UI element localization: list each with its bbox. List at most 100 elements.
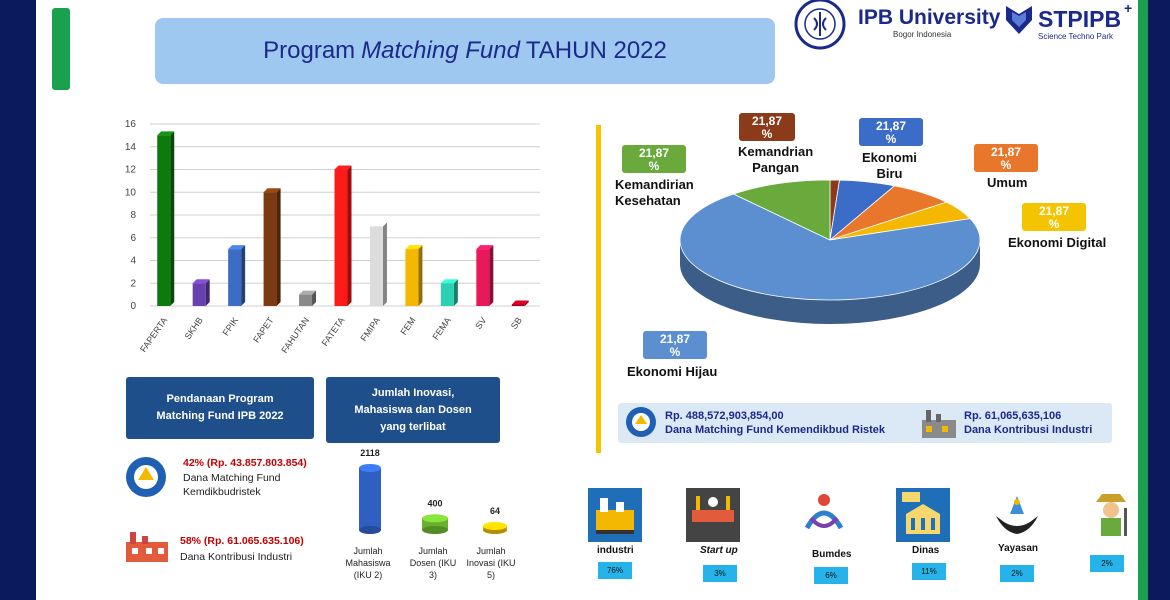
government-building-icon [896,488,950,542]
pendanaan-line2-label: Dana Kontribusi Industri [180,551,293,563]
y-tick-label: 10 [125,187,137,198]
charity-hands-icon [990,488,1044,542]
x-tick-label: SB [509,315,524,331]
pendanaan-heading: Pendanaan Program Matching Fund IPB 2022 [126,377,314,439]
x-tick-label: FAPERTA [138,315,169,354]
cylinder-value-label: 2118 [360,448,380,458]
bar [228,245,246,306]
y-tick-label: 0 [130,301,136,312]
industri-amount: Rp. 61,065,635,106 [964,410,1062,422]
title-part2: TAHUN 2022 [525,37,667,64]
bar [476,245,494,306]
pie-label-biru: Ekonomi Biru [862,150,917,181]
pie-label-pangan: Kemandrian Pangan [738,144,814,175]
industri-label: Dana Kontribusi Industri [964,424,1093,436]
bar [405,245,423,306]
bar [334,165,352,306]
inovasi-label-mahasiswa: Jumlah Mahasiswa (IKU 2) [345,546,391,580]
inovasi-label-inovasi: Jumlah Inovasi (IKU 5) [466,546,516,580]
inovasi-heading: Jumlah Inovasi, Mahasiswa dan Dosen yang… [326,377,500,443]
bar [157,131,175,306]
divider-yellow [596,125,601,453]
pie-pct-kesehatan: 21,87 % [622,145,686,173]
ipb-seal-icon [794,0,846,50]
industry-icon [922,410,956,438]
x-tick-label: FATETA [320,315,347,347]
stp-logo-text: STPIPB [1038,6,1122,32]
title-italic: Matching Fund [361,37,520,64]
pie-label-kesehatan: Kemandirian Kesehatan [615,177,694,208]
y-tick-label: 8 [130,210,136,221]
funding-summary-box [618,403,1112,443]
cylinder-value-label: 64 [490,506,500,516]
category-percent-badge: 11% [912,563,946,580]
pie-slice [732,179,831,241]
stp-logo-sub: Science Techno Park [1038,32,1114,41]
pie-slice-side [680,240,980,324]
inovasi-cylinder-chart: 2118 400 64 [359,448,507,534]
y-tick-label: 2 [130,278,136,289]
bar [263,188,281,306]
slide [36,0,1138,600]
cylinder-bar [483,522,507,534]
bar [192,279,210,306]
page-title: Program Matching Fund TAHUN 2022 [155,18,775,84]
pie-label-digital: Ekonomi Digital [1008,235,1107,250]
x-tick-label: FPIK [221,315,241,337]
category-label: Bumdes [812,549,852,560]
stp-logo-icon [1006,6,1032,34]
cylinder-bar [359,464,381,534]
category-label: Yayasan [998,543,1039,554]
category-percent-badge: 2% [1090,555,1124,572]
pie-label-hijau: Ekonomi Hijau [627,364,718,379]
pendanaan-line1-pct: 42% (Rp. 43.857.803.854) [183,457,307,469]
x-tick-label: FAPET [251,315,276,344]
y-tick-label: 16 [125,119,137,130]
pie-pct-hijau: 21,87 % [643,331,707,359]
category-label: Start up [700,545,738,556]
kemendikbud-label: Dana Matching Fund Kemendikbud Ristek [665,424,886,436]
program-pie-chart [679,179,981,324]
pie-pct-biru: 21,87 % [859,118,923,146]
x-tick-label: FEM [398,315,417,336]
pie-pct-umum: 21,87 % [974,144,1038,172]
tut-wuri-logo-icon-2 [126,457,166,497]
bar [299,290,317,306]
pie-pct-digital: 21,87 % [1022,203,1086,231]
pie-label-umum: Umum [987,175,1028,190]
y-tick-label: 4 [130,256,136,267]
farmer-icon [1084,488,1138,542]
startup-icon [686,488,740,542]
faculty-bar-chart: 0 2 4 6 8 10 12 14 16 FAPERTA SKHB FPIK FAPET FAHUTAN… [125,119,540,355]
category-percent-badge: 76% [598,562,632,579]
accent-bar-right [1138,0,1148,600]
category-label: industri [597,545,634,556]
cylinder-bar [422,514,448,534]
tut-wuri-logo-icon [626,407,656,437]
x-tick-label: SV [473,315,488,331]
x-tick-label: SKHB [183,315,205,341]
pendanaan-line1-label: Dana Matching Fund Kemdikbudristek [183,472,281,498]
pendanaan-line2-pct: 58% (Rp. 61.065.635.106) [180,535,304,547]
category-percent-badge: 3% [703,565,737,582]
category-label: Dinas [912,545,940,556]
x-tick-label: FAHUTAN [279,315,311,355]
category-percent-badge: 6% [814,567,848,584]
inovasi-label-dosen: Jumlah Dosen (IKU 3) [409,546,457,580]
y-tick-label: 6 [130,233,136,244]
y-tick-label: 14 [125,142,137,153]
x-tick-label: FMIPA [359,315,383,343]
accent-bar [52,8,70,90]
factory-icon [588,488,642,542]
factory-small-icon [126,532,168,562]
bar [369,222,387,306]
title-part1: Program [263,37,356,64]
x-tick-label: FEMA [430,315,453,341]
kemendikbud-amount: Rp. 488,572,903,854,00 [665,410,784,422]
bar [440,279,458,306]
cylinder-value-label: 400 [427,498,442,508]
stp-logo-plus: + [1124,0,1133,16]
ipb-logo-sub: Bogor Indonesia [893,30,952,39]
pie-pct-pangan: 21,87 % [739,113,795,141]
bar [511,300,529,306]
